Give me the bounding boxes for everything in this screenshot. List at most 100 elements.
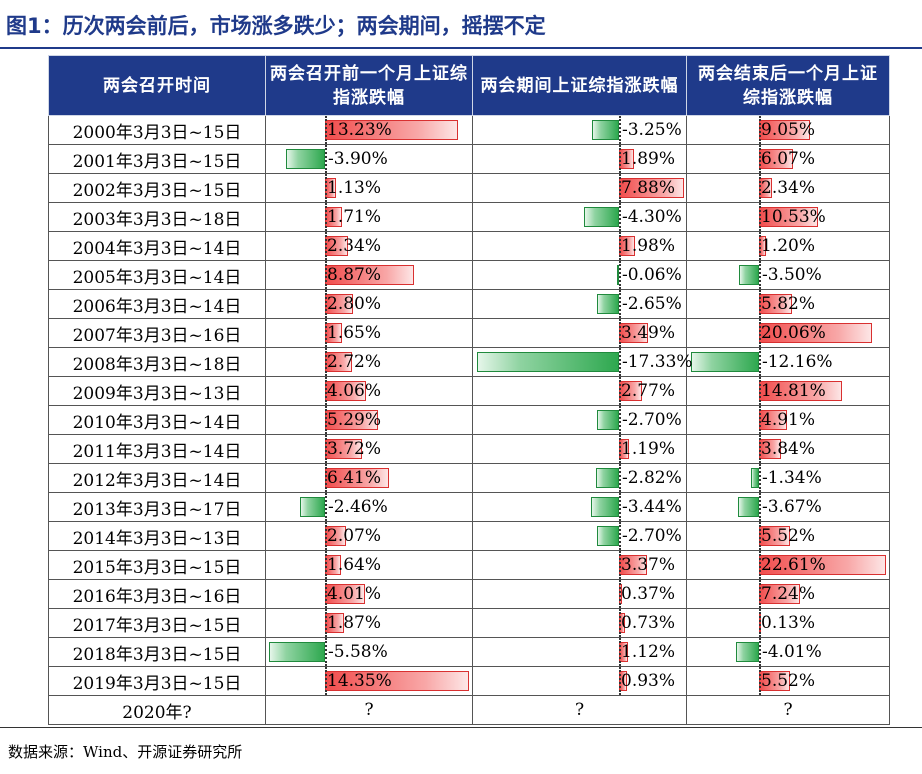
zero-axis	[325, 348, 327, 376]
zero-axis	[325, 377, 327, 405]
value-label: 3.84%	[761, 439, 816, 459]
zero-axis	[619, 145, 621, 173]
cell-after: 10.53%	[686, 202, 890, 232]
row-date: 2007年3月3日~16日	[48, 318, 266, 348]
zero-axis	[325, 609, 327, 637]
row-date: 2002年3月3日~15日	[48, 173, 266, 203]
zero-axis	[759, 232, 761, 260]
value-label: -3.44%	[622, 497, 682, 517]
negative-bar	[739, 265, 759, 285]
zero-axis	[619, 319, 621, 347]
table-row: 2009年3月3日~13日 4.06% 2.77% 14.81%	[48, 376, 890, 406]
zero-axis	[619, 609, 621, 637]
value-label: 0.93%	[621, 671, 676, 691]
table-row: 2007年3月3日~16日 1.65% 3.49% 20.06%	[48, 318, 890, 348]
negative-bar	[738, 497, 759, 517]
table-row: 2002年3月3日~15日 1.13% 7.88% 2.34%	[48, 173, 890, 203]
negative-bar	[690, 352, 759, 372]
zero-axis	[325, 522, 327, 550]
zero-axis	[759, 261, 761, 289]
cell-after: 2.34%	[686, 173, 890, 203]
table-row: 2005年3月3日~14日 8.87% -0.06% -3.50%	[48, 260, 890, 290]
negative-bar	[597, 294, 619, 314]
value-label: -0.06%	[622, 265, 682, 285]
negative-bar	[596, 410, 619, 430]
row-date: 2014年3月3日~13日	[48, 521, 266, 551]
cell-before: 4.06%	[265, 376, 473, 406]
zero-axis	[325, 145, 327, 173]
zero-axis	[325, 435, 327, 463]
table-row: 2018年3月3日~15日 -5.58% 1.12% -4.01%	[48, 637, 890, 667]
zero-axis	[325, 638, 327, 666]
value-label: -3.50%	[762, 265, 822, 285]
zero-axis	[759, 116, 761, 144]
value-label: 0.13%	[761, 613, 816, 633]
zero-axis	[619, 116, 621, 144]
zero-axis	[325, 319, 327, 347]
cell-after: 6.07%	[686, 144, 890, 174]
value-label: -3.67%	[762, 497, 822, 517]
cell-before: -5.58%	[265, 637, 473, 667]
cell-before: 4.01%	[265, 579, 473, 609]
cell-before: -3.90%	[265, 144, 473, 174]
zero-axis	[759, 319, 761, 347]
row-date: 2000年3月3日~15日	[48, 115, 266, 145]
cell-after: 3.84%	[686, 434, 890, 464]
value-label: 1.89%	[621, 149, 676, 169]
cell-during: 1.19%	[472, 434, 687, 464]
header-before: 两会召开前一个月上证综指涨跌幅	[265, 55, 473, 116]
cell-after: -4.01%	[686, 637, 890, 667]
value-label: 5.52%	[761, 671, 816, 691]
zero-axis	[619, 493, 621, 521]
negative-bar	[269, 642, 325, 662]
zero-axis	[759, 522, 761, 550]
table-row: 2006年3月3日~14日 2.80% -2.65% 5.82%	[48, 289, 890, 319]
zero-axis	[325, 464, 327, 492]
zero-axis	[619, 261, 621, 289]
cell-after: 1.20%	[686, 231, 890, 261]
value-label: -3.90%	[328, 149, 388, 169]
header-date: 两会召开时间	[48, 55, 266, 116]
negative-bar	[592, 120, 619, 140]
cell-before: 2.34%	[265, 231, 473, 261]
value-label: 2.34%	[327, 236, 382, 256]
value-label: 4.91%	[761, 410, 816, 430]
value-label: 2.77%	[621, 381, 676, 401]
header-after: 两会结束后一个月上证综指涨跌幅	[686, 55, 890, 116]
negative-bar	[285, 149, 325, 169]
zero-axis	[325, 667, 327, 695]
value-label: 2.07%	[327, 526, 382, 546]
cell-before: 1.13%	[265, 173, 473, 203]
zero-axis	[325, 232, 327, 260]
negative-bar	[300, 497, 325, 517]
zero-axis	[759, 464, 761, 492]
table-row: 2017年3月3日~15日 1.87% 0.73% 0.13%	[48, 608, 890, 638]
zero-axis	[325, 290, 327, 318]
value-label: 14.81%	[761, 381, 826, 401]
value-label: -3.25%	[622, 120, 682, 140]
pending-during: ?	[472, 695, 687, 725]
zero-axis	[619, 667, 621, 695]
zero-axis	[619, 464, 621, 492]
row-date: 2003年3月3日~18日	[48, 202, 266, 232]
value-label: 10.53%	[761, 207, 826, 227]
value-label: 1.13%	[327, 178, 382, 198]
value-label: 1.64%	[327, 555, 382, 575]
cell-during: 0.93%	[472, 666, 687, 696]
value-label: 3.37%	[621, 555, 676, 575]
cell-after: 5.52%	[686, 666, 890, 696]
zero-axis	[619, 638, 621, 666]
cell-during: 2.77%	[472, 376, 687, 406]
value-label: -2.70%	[622, 410, 682, 430]
cell-before: 2.07%	[265, 521, 473, 551]
cell-before: 5.29%	[265, 405, 473, 435]
title-divider	[0, 47, 922, 49]
value-label: 3.72%	[327, 439, 382, 459]
zero-axis	[325, 551, 327, 579]
cell-before: 1.64%	[265, 550, 473, 580]
cell-during: -0.06%	[472, 260, 687, 290]
negative-bar	[477, 352, 619, 372]
zero-axis	[619, 522, 621, 550]
pending-date: 2020年?	[48, 695, 266, 725]
zero-axis	[325, 174, 327, 202]
